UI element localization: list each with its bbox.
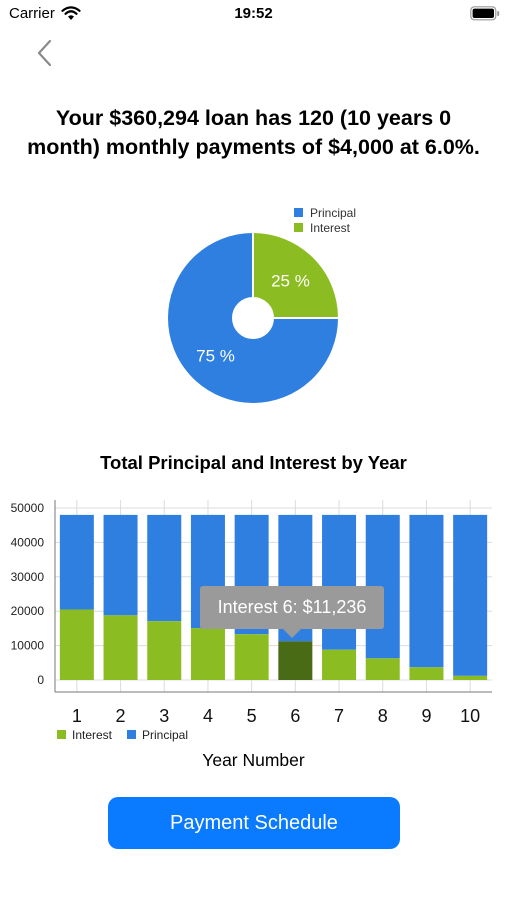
legend-swatch-principal	[294, 208, 303, 217]
payment-schedule-button[interactable]: Payment Schedule	[108, 797, 400, 849]
loan-summary: Your $360,294 loan has 120 (10 years 0 m…	[27, 106, 480, 159]
legend-label-interest: Interest	[72, 728, 113, 742]
pie-label-interest: 25 %	[271, 272, 310, 291]
chart-tooltip: Interest 6: $11,236	[200, 586, 384, 629]
x-tick-label: 5	[247, 706, 257, 726]
bar-principal-year-10[interactable]	[453, 514, 488, 676]
bar-interest-year-10[interactable]	[453, 675, 488, 680]
y-tick-label: 50000	[11, 501, 45, 515]
clock: 19:52	[234, 5, 273, 22]
tooltip-arrow	[283, 629, 301, 638]
x-tick-label: 9	[421, 706, 431, 726]
back-button[interactable]	[30, 38, 60, 68]
bar-principal-year-9[interactable]	[409, 514, 444, 668]
legend-swatch-interest	[57, 730, 66, 739]
pie-slice-principal	[166, 230, 341, 405]
bar-interest-year-1[interactable]	[59, 609, 94, 680]
bar-interest-year-7[interactable]	[322, 649, 357, 680]
y-tick-label: 30000	[11, 570, 45, 584]
bar-interest-year-8[interactable]	[365, 658, 400, 680]
wifi-icon	[61, 6, 81, 20]
bar-principal-year-2[interactable]	[103, 514, 138, 616]
x-tick-label: 2	[116, 706, 126, 726]
x-tick-label: 4	[203, 706, 213, 726]
bar-interest-year-5[interactable]	[234, 634, 269, 680]
legend-swatch-interest	[294, 223, 303, 232]
pie-label-principal: 75 %	[196, 346, 235, 365]
x-tick-label: 6	[290, 706, 300, 726]
legend-label-principal: Principal	[310, 206, 356, 220]
x-axis-title: Year Number	[202, 750, 305, 770]
bar-principal-year-3[interactable]	[147, 514, 182, 622]
carrier-label: Carrier	[9, 5, 55, 22]
legend-label-interest: Interest	[310, 221, 351, 235]
bar-interest-year-2[interactable]	[103, 615, 138, 680]
bar-chart-title: Total Principal and Interest by Year	[100, 452, 407, 473]
legend-label-principal: Principal	[142, 728, 188, 742]
battery-icon	[470, 6, 500, 21]
bar-interest-year-6[interactable]	[278, 641, 313, 680]
x-tick-label: 3	[159, 706, 169, 726]
x-tick-label: 1	[72, 706, 82, 726]
pie-slice-interest	[252, 230, 341, 319]
y-tick-label: 40000	[11, 535, 45, 549]
bar-interest-year-9[interactable]	[409, 667, 444, 680]
status-bar: Carrier 19:52	[0, 0, 507, 30]
bar-interest-year-3[interactable]	[147, 621, 182, 680]
x-tick-label: 7	[334, 706, 344, 726]
bar-principal-year-7[interactable]	[322, 514, 357, 650]
bar-principal-year-1[interactable]	[59, 514, 94, 610]
x-tick-label: 8	[378, 706, 388, 726]
chevron-left-icon	[37, 39, 52, 67]
y-tick-label: 0	[37, 673, 44, 687]
y-tick-label: 20000	[11, 604, 45, 618]
y-tick-label: 10000	[11, 639, 45, 653]
legend-swatch-principal	[127, 730, 136, 739]
x-tick-label: 10	[460, 706, 480, 726]
bar-interest-year-4[interactable]	[190, 628, 225, 680]
